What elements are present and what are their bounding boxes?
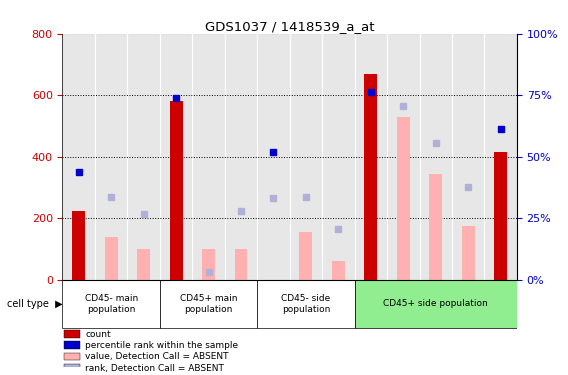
Text: CD45- side
population: CD45- side population: [281, 294, 331, 314]
Bar: [105, 237, 118, 280]
Bar: [462, 226, 475, 280]
Bar: [429, 174, 442, 280]
Bar: [72, 210, 85, 280]
Bar: [225, 34, 257, 280]
Text: CD45+ main
population: CD45+ main population: [180, 294, 237, 314]
Bar: [257, 34, 290, 280]
Text: value, Detection Call = ABSENT: value, Detection Call = ABSENT: [85, 352, 229, 362]
Text: rank, Detection Call = ABSENT: rank, Detection Call = ABSENT: [85, 364, 224, 373]
Bar: [299, 232, 312, 280]
Bar: [127, 34, 160, 280]
Bar: [485, 34, 517, 280]
Bar: [332, 261, 345, 280]
Bar: [64, 352, 80, 360]
Text: count: count: [85, 330, 111, 339]
Bar: [235, 249, 248, 280]
Text: CD45- main
population: CD45- main population: [85, 294, 138, 314]
Bar: [452, 34, 485, 280]
Text: cell type  ▶: cell type ▶: [7, 299, 62, 309]
Bar: [62, 34, 95, 280]
Bar: [64, 364, 80, 372]
Title: GDS1037 / 1418539_a_at: GDS1037 / 1418539_a_at: [205, 20, 374, 33]
Bar: [193, 34, 225, 280]
FancyBboxPatch shape: [160, 280, 257, 328]
Text: CD45+ side population: CD45+ side population: [383, 299, 488, 308]
Bar: [387, 34, 420, 280]
Bar: [160, 34, 193, 280]
Bar: [420, 34, 452, 280]
Bar: [322, 34, 354, 280]
Bar: [137, 249, 150, 280]
Bar: [64, 341, 80, 349]
Bar: [170, 101, 182, 280]
FancyBboxPatch shape: [62, 280, 160, 328]
Bar: [290, 34, 322, 280]
Bar: [364, 74, 377, 280]
Bar: [95, 34, 127, 280]
Bar: [494, 152, 507, 280]
FancyBboxPatch shape: [354, 280, 517, 328]
Bar: [354, 34, 387, 280]
Bar: [64, 330, 80, 338]
Text: percentile rank within the sample: percentile rank within the sample: [85, 341, 239, 350]
Bar: [202, 249, 215, 280]
Bar: [397, 117, 410, 280]
FancyBboxPatch shape: [257, 280, 354, 328]
